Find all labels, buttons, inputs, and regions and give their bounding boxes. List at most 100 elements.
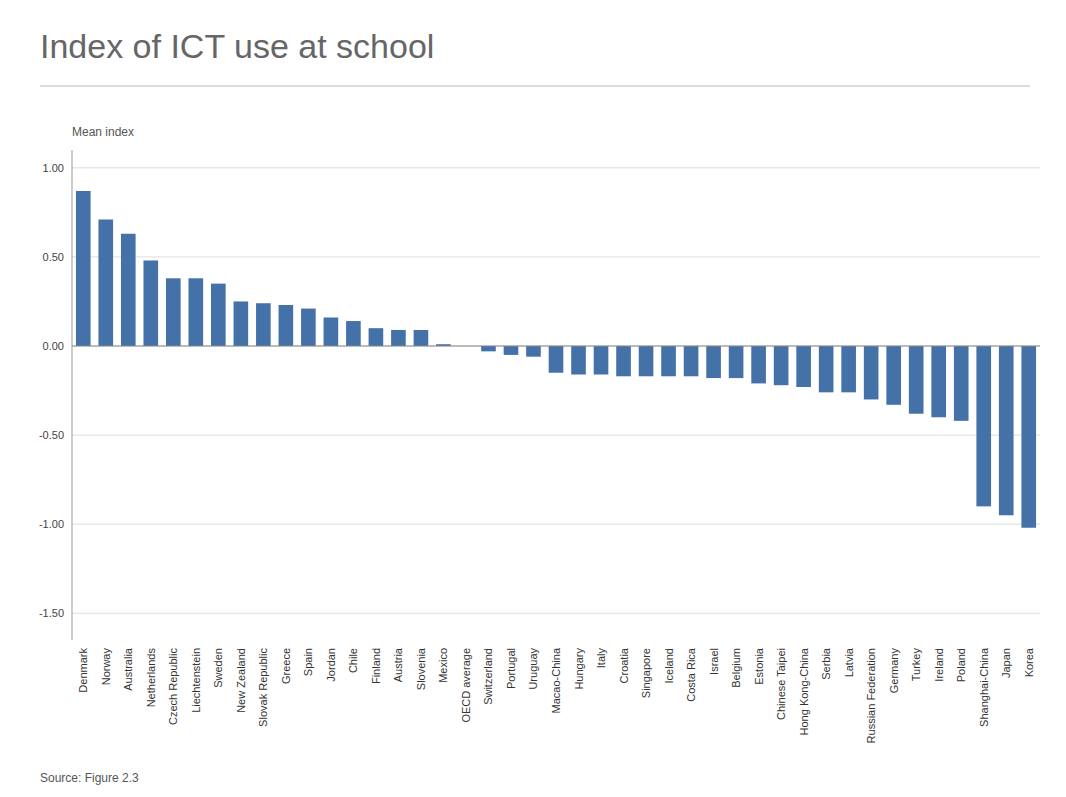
x-tick-label: Serbia: [820, 647, 832, 680]
bar: [594, 346, 609, 375]
grid-line: [72, 346, 1040, 347]
bar: [166, 278, 181, 346]
x-tick-label: Latvia: [843, 647, 855, 677]
bar: [796, 346, 811, 387]
bar: [414, 330, 429, 346]
x-tick-label: Japan: [1000, 648, 1012, 678]
x-tick-label: Slovenia: [415, 647, 427, 690]
bar: [76, 191, 91, 346]
y-tick-label: 0.50: [43, 251, 64, 263]
bar: [841, 346, 856, 392]
grid-line: [72, 435, 1040, 436]
x-tick-label: Iceland: [663, 648, 675, 683]
bar: [931, 346, 946, 417]
x-tick-label: Norway: [100, 648, 112, 686]
x-tick-label: Denmark: [77, 648, 89, 693]
x-tick-label: Mexico: [437, 648, 449, 683]
y-tick-label: -0.50: [39, 429, 64, 441]
bar: [504, 346, 519, 355]
bar: [954, 346, 969, 421]
x-tick-label: New Zealand: [235, 648, 247, 713]
x-tick-label: Australia: [122, 647, 134, 691]
x-tick-label: Portugal: [505, 648, 517, 689]
x-tick-label: Sweden: [212, 648, 224, 688]
bar: [369, 328, 384, 346]
x-tick-label: Greece: [280, 648, 292, 684]
grid-line: [72, 256, 1040, 257]
x-tick-label: Shanghai-China: [978, 647, 990, 727]
x-tick-label: Uruguay: [527, 648, 539, 690]
bar: [886, 346, 901, 405]
x-tick-label: Belgium: [730, 648, 742, 688]
grid-line: [72, 613, 1040, 614]
x-tick-label: Russian Federation: [865, 648, 877, 743]
bar: [279, 305, 294, 346]
grid: [72, 168, 1040, 613]
x-tick-label: Germany: [888, 648, 900, 694]
bar: [864, 346, 879, 399]
x-tick-label: Costa Rica: [685, 647, 697, 702]
x-tick-label: Israel: [708, 648, 720, 675]
bar: [549, 346, 564, 373]
y-tick-label: 0.00: [43, 340, 64, 352]
y-tick-label: -1.00: [39, 518, 64, 530]
bar: [1021, 346, 1036, 528]
x-tick-label: Hungary: [573, 648, 585, 690]
x-tick-label: Austria: [392, 647, 404, 682]
x-tick-label: Croatia: [618, 647, 630, 683]
x-tick-label: Ireland: [933, 648, 945, 682]
bar: [121, 234, 136, 346]
x-tick-label: Hong Kong-China: [798, 647, 810, 735]
bar: [616, 346, 631, 376]
grid-line: [72, 167, 1040, 168]
y-tick-label: 1.00: [43, 162, 64, 174]
x-tick-label: Netherlands: [145, 648, 157, 708]
bar: [526, 346, 541, 357]
bar: [751, 346, 766, 383]
bar: [909, 346, 924, 414]
x-tick-label: Finland: [370, 648, 382, 684]
bar: [571, 346, 586, 375]
x-tick-label: Macao-China: [550, 647, 562, 713]
x-tick-label: Korea: [1023, 647, 1035, 677]
bar: [324, 317, 339, 346]
y-axis-line: [72, 150, 73, 640]
bar: [188, 278, 203, 346]
x-tick-label: Italy: [595, 648, 607, 669]
x-tick-label: Liechtenstein: [190, 648, 202, 713]
x-tick-label: Estonia: [753, 647, 765, 685]
bar: [346, 321, 361, 346]
bar: [976, 346, 991, 506]
bar: [819, 346, 834, 392]
bar: [706, 346, 721, 378]
bar: [661, 346, 676, 376]
x-tick-label: Switzerland: [482, 648, 494, 705]
bar: [98, 219, 113, 346]
bar: [729, 346, 744, 378]
bar: [211, 284, 226, 346]
bar: [234, 301, 249, 346]
bar: [999, 346, 1014, 515]
x-tick-label: OECD average: [460, 648, 472, 723]
x-tick-label: Czech Republic: [167, 648, 179, 726]
x-tick-label: Spain: [302, 648, 314, 676]
x-tick-label: Turkey: [910, 648, 922, 682]
bars: [76, 191, 1036, 528]
bar: [639, 346, 654, 376]
x-tick-label: Poland: [955, 648, 967, 682]
x-tick-label: Slovak Republic: [257, 648, 269, 727]
y-tick-label: -1.50: [39, 607, 64, 619]
x-tick-label: Chile: [347, 648, 359, 673]
grid-line: [72, 524, 1040, 525]
separator: [40, 86, 1030, 87]
x-tick-label: Chinese Taipei: [775, 648, 787, 720]
bar: [143, 260, 158, 346]
bar: [684, 346, 699, 376]
source: Source: Figure 2.3: [40, 771, 139, 785]
y-ticks: -1.50 -1.00 -0.50 0.00 0.50 1.00: [39, 162, 64, 619]
page: {"chart_data": { "type": "bar", "title":…: [0, 0, 1066, 797]
bar: [391, 330, 406, 346]
bar: [774, 346, 789, 385]
zero-line: [72, 346, 1040, 347]
bar: [301, 309, 316, 346]
